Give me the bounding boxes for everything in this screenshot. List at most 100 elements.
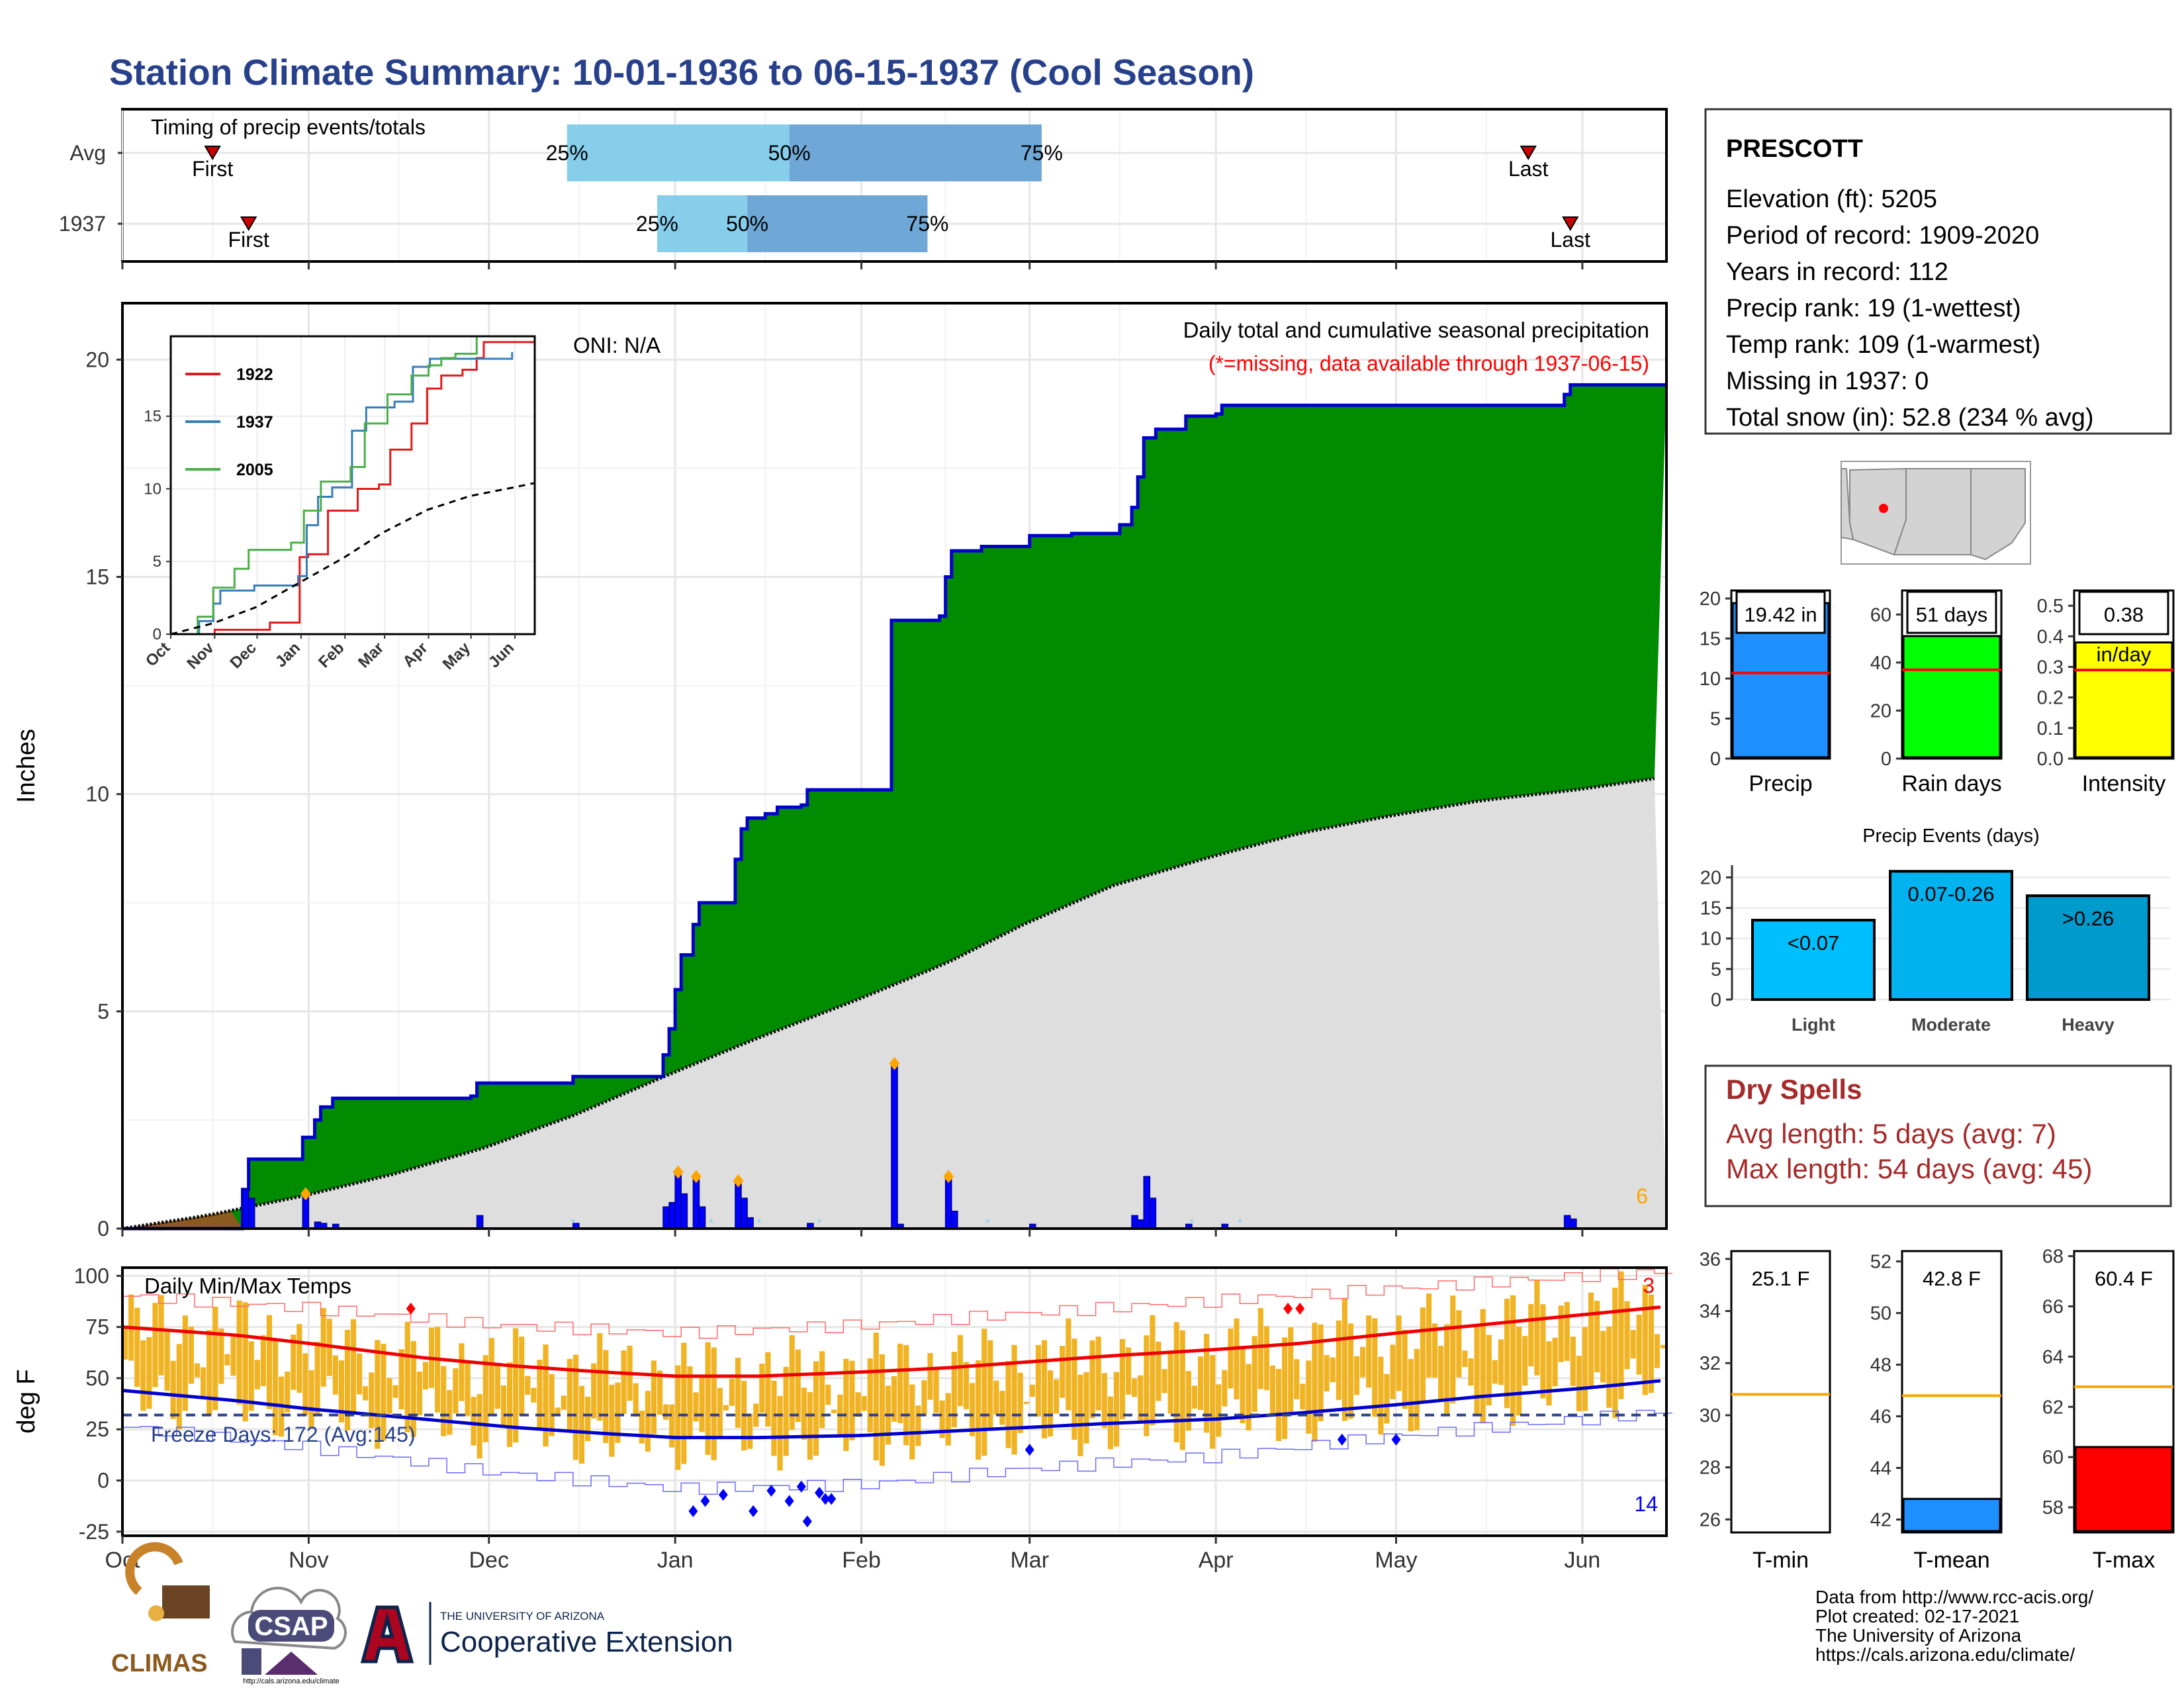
temp-daily-bar <box>957 1335 963 1407</box>
temp-daily-bar <box>392 1385 398 1398</box>
dry-spells-title: Dry Spells <box>1726 1074 1862 1105</box>
oni-label: ONI: N/A <box>573 333 660 357</box>
precip-trace-marker: * <box>570 1217 575 1230</box>
stat-value-bar <box>1902 1497 2001 1532</box>
stat-y-tick-label: 10 <box>1700 669 1721 690</box>
temp-daily-bar <box>164 1331 170 1391</box>
temp-daily-bar <box>230 1336 236 1376</box>
temp-daily-bars <box>122 1271 1666 1471</box>
temp-daily-bar <box>122 1327 128 1360</box>
precip-trace-marker: * <box>817 1217 822 1230</box>
temp-daily-bar <box>1066 1318 1071 1411</box>
precip-daily-bar <box>674 1171 682 1229</box>
temp-daily-bar <box>543 1344 549 1447</box>
inset-line-1922 <box>171 339 536 635</box>
precip-y-axis: 0 5 10 15 20 <box>85 348 1584 1241</box>
precip-record-marker <box>300 1187 311 1201</box>
temp-daily-bar <box>1450 1295 1456 1403</box>
temp-daily-bar <box>357 1353 363 1395</box>
inset-series-lines <box>170 335 536 635</box>
stat-value-bar <box>1902 635 2001 759</box>
temp-daily-bar <box>1132 1378 1138 1397</box>
temp-daily-bar <box>140 1340 146 1411</box>
temp-daily-bar <box>1353 1356 1360 1395</box>
stat-value-label: 42.8 F <box>1923 1267 1981 1290</box>
temp-daily-bar <box>951 1352 957 1428</box>
stat-y-tick-label: 0.2 <box>2037 688 2064 709</box>
stat-y-tick-label: 26 <box>1700 1509 1721 1530</box>
climas-logo-text: CLIMAS <box>111 1650 208 1677</box>
season-stats-bars: 0 5 10 15 20 Precip 19.42 in 0 20 40 60 Rain days 51… <box>1700 588 2175 796</box>
temp-daily-bar <box>999 1391 1005 1425</box>
precip-daily-bar <box>692 1176 700 1229</box>
timing-marker-label: Last <box>1508 157 1549 181</box>
temp-daily-bar <box>597 1333 603 1421</box>
timing-label: Timing of precip events/totals <box>151 115 426 139</box>
temp-daily-bar <box>266 1315 273 1409</box>
precip-y-tick-label: 5 <box>97 1000 109 1023</box>
stat-value-bar <box>2074 641 2173 759</box>
precip-y-tick-label: 15 <box>85 565 109 588</box>
temp-daily-bar <box>1191 1385 1198 1409</box>
csap-logo: CSAP http://cals.arizona.edu/climate <box>231 1587 347 1685</box>
temp-daily-bar <box>291 1335 296 1390</box>
events-y-tick-label: 20 <box>1700 867 1721 888</box>
temp-daily-bar <box>915 1405 921 1446</box>
temp-daily-bar <box>1330 1357 1336 1382</box>
temp-daily-bar <box>705 1342 711 1455</box>
temp-daily-bar <box>987 1340 993 1431</box>
temp-daily-bar <box>1071 1338 1077 1440</box>
map-state-outline <box>1970 468 2026 561</box>
precip-daily-bar <box>662 1206 670 1229</box>
temp-daily-bar <box>963 1362 970 1409</box>
stat-y-tick-label: 15 <box>1700 629 1721 650</box>
stat-y-tick-label: 0.1 <box>2037 718 2064 739</box>
temp-daily-bar <box>1576 1356 1582 1411</box>
temp-daily-bar <box>1636 1314 1642 1375</box>
temp-record-low-marker <box>802 1515 812 1528</box>
temp-record-low-marker <box>1024 1444 1034 1456</box>
temp-daily-bar <box>1288 1327 1294 1416</box>
station-line-missing: Missing in 1937: 0 <box>1726 367 1929 395</box>
stat-y-tick-label: 32 <box>1700 1353 1721 1374</box>
temp-daily-bar <box>1468 1358 1474 1386</box>
temp-daily-bar <box>1342 1297 1347 1421</box>
temp-daily-bar <box>1396 1315 1402 1391</box>
credit-data-source: Data from http://www.rcc-acis.org/ <box>1815 1587 2093 1607</box>
stat-y-tick-label: 20 <box>1870 700 1891 722</box>
temp-daily-bar <box>1017 1372 1023 1433</box>
temp-daily-bar <box>1347 1323 1354 1419</box>
temp-daily-bar <box>236 1300 242 1405</box>
temp-daily-bar <box>1275 1368 1282 1441</box>
stat-label: T-min <box>1752 1548 1809 1573</box>
month-tick-label: Dec <box>469 1548 509 1573</box>
temp-daily-bar <box>651 1360 657 1434</box>
temp-daily-bar <box>416 1371 422 1415</box>
temp-daily-bar <box>1456 1310 1462 1378</box>
temp-daily-bar <box>1540 1304 1546 1399</box>
temp-daily-bar <box>1594 1301 1600 1373</box>
temp-daily-bar <box>537 1360 543 1430</box>
freeze-days-label: Freeze Days: 172 (Avg:145) <box>151 1423 416 1446</box>
temp-daily-bar <box>1222 1370 1228 1407</box>
temp-daily-bar <box>152 1303 158 1387</box>
ua-logo-a <box>360 1605 414 1664</box>
precip-chart: * * * * * * * 0 5 10 15 20 Inches Daily total and … <box>13 302 1668 1241</box>
precip-y-tick-label: 0 <box>97 1217 109 1241</box>
month-axis: Oct Nov Dec Jan Feb Mar Apr May Jun <box>105 1536 1600 1573</box>
precip-y-tick-label: 10 <box>85 782 109 806</box>
events-category-label: Heavy <box>2062 1015 2115 1035</box>
temp-daily-bar <box>1089 1340 1095 1419</box>
stat-y-tick-label: 60 <box>1870 604 1891 626</box>
ua-logo: THE UNIVERSITY OF ARIZONA Cooperative Ex… <box>360 1602 733 1665</box>
temp-daily-bar <box>500 1385 507 1427</box>
temp-y-tick-label: 25 <box>85 1417 109 1441</box>
csap-logo-mountain <box>265 1652 318 1675</box>
temp-daily-bar <box>675 1365 681 1470</box>
temp-daily-bar <box>1251 1336 1257 1412</box>
temp-daily-bar <box>1234 1318 1240 1399</box>
temp-y-tick-label: 75 <box>85 1315 109 1339</box>
precip-y-tick-label: 20 <box>85 348 109 371</box>
stat-value-label: 19.42 in <box>1744 603 1817 626</box>
